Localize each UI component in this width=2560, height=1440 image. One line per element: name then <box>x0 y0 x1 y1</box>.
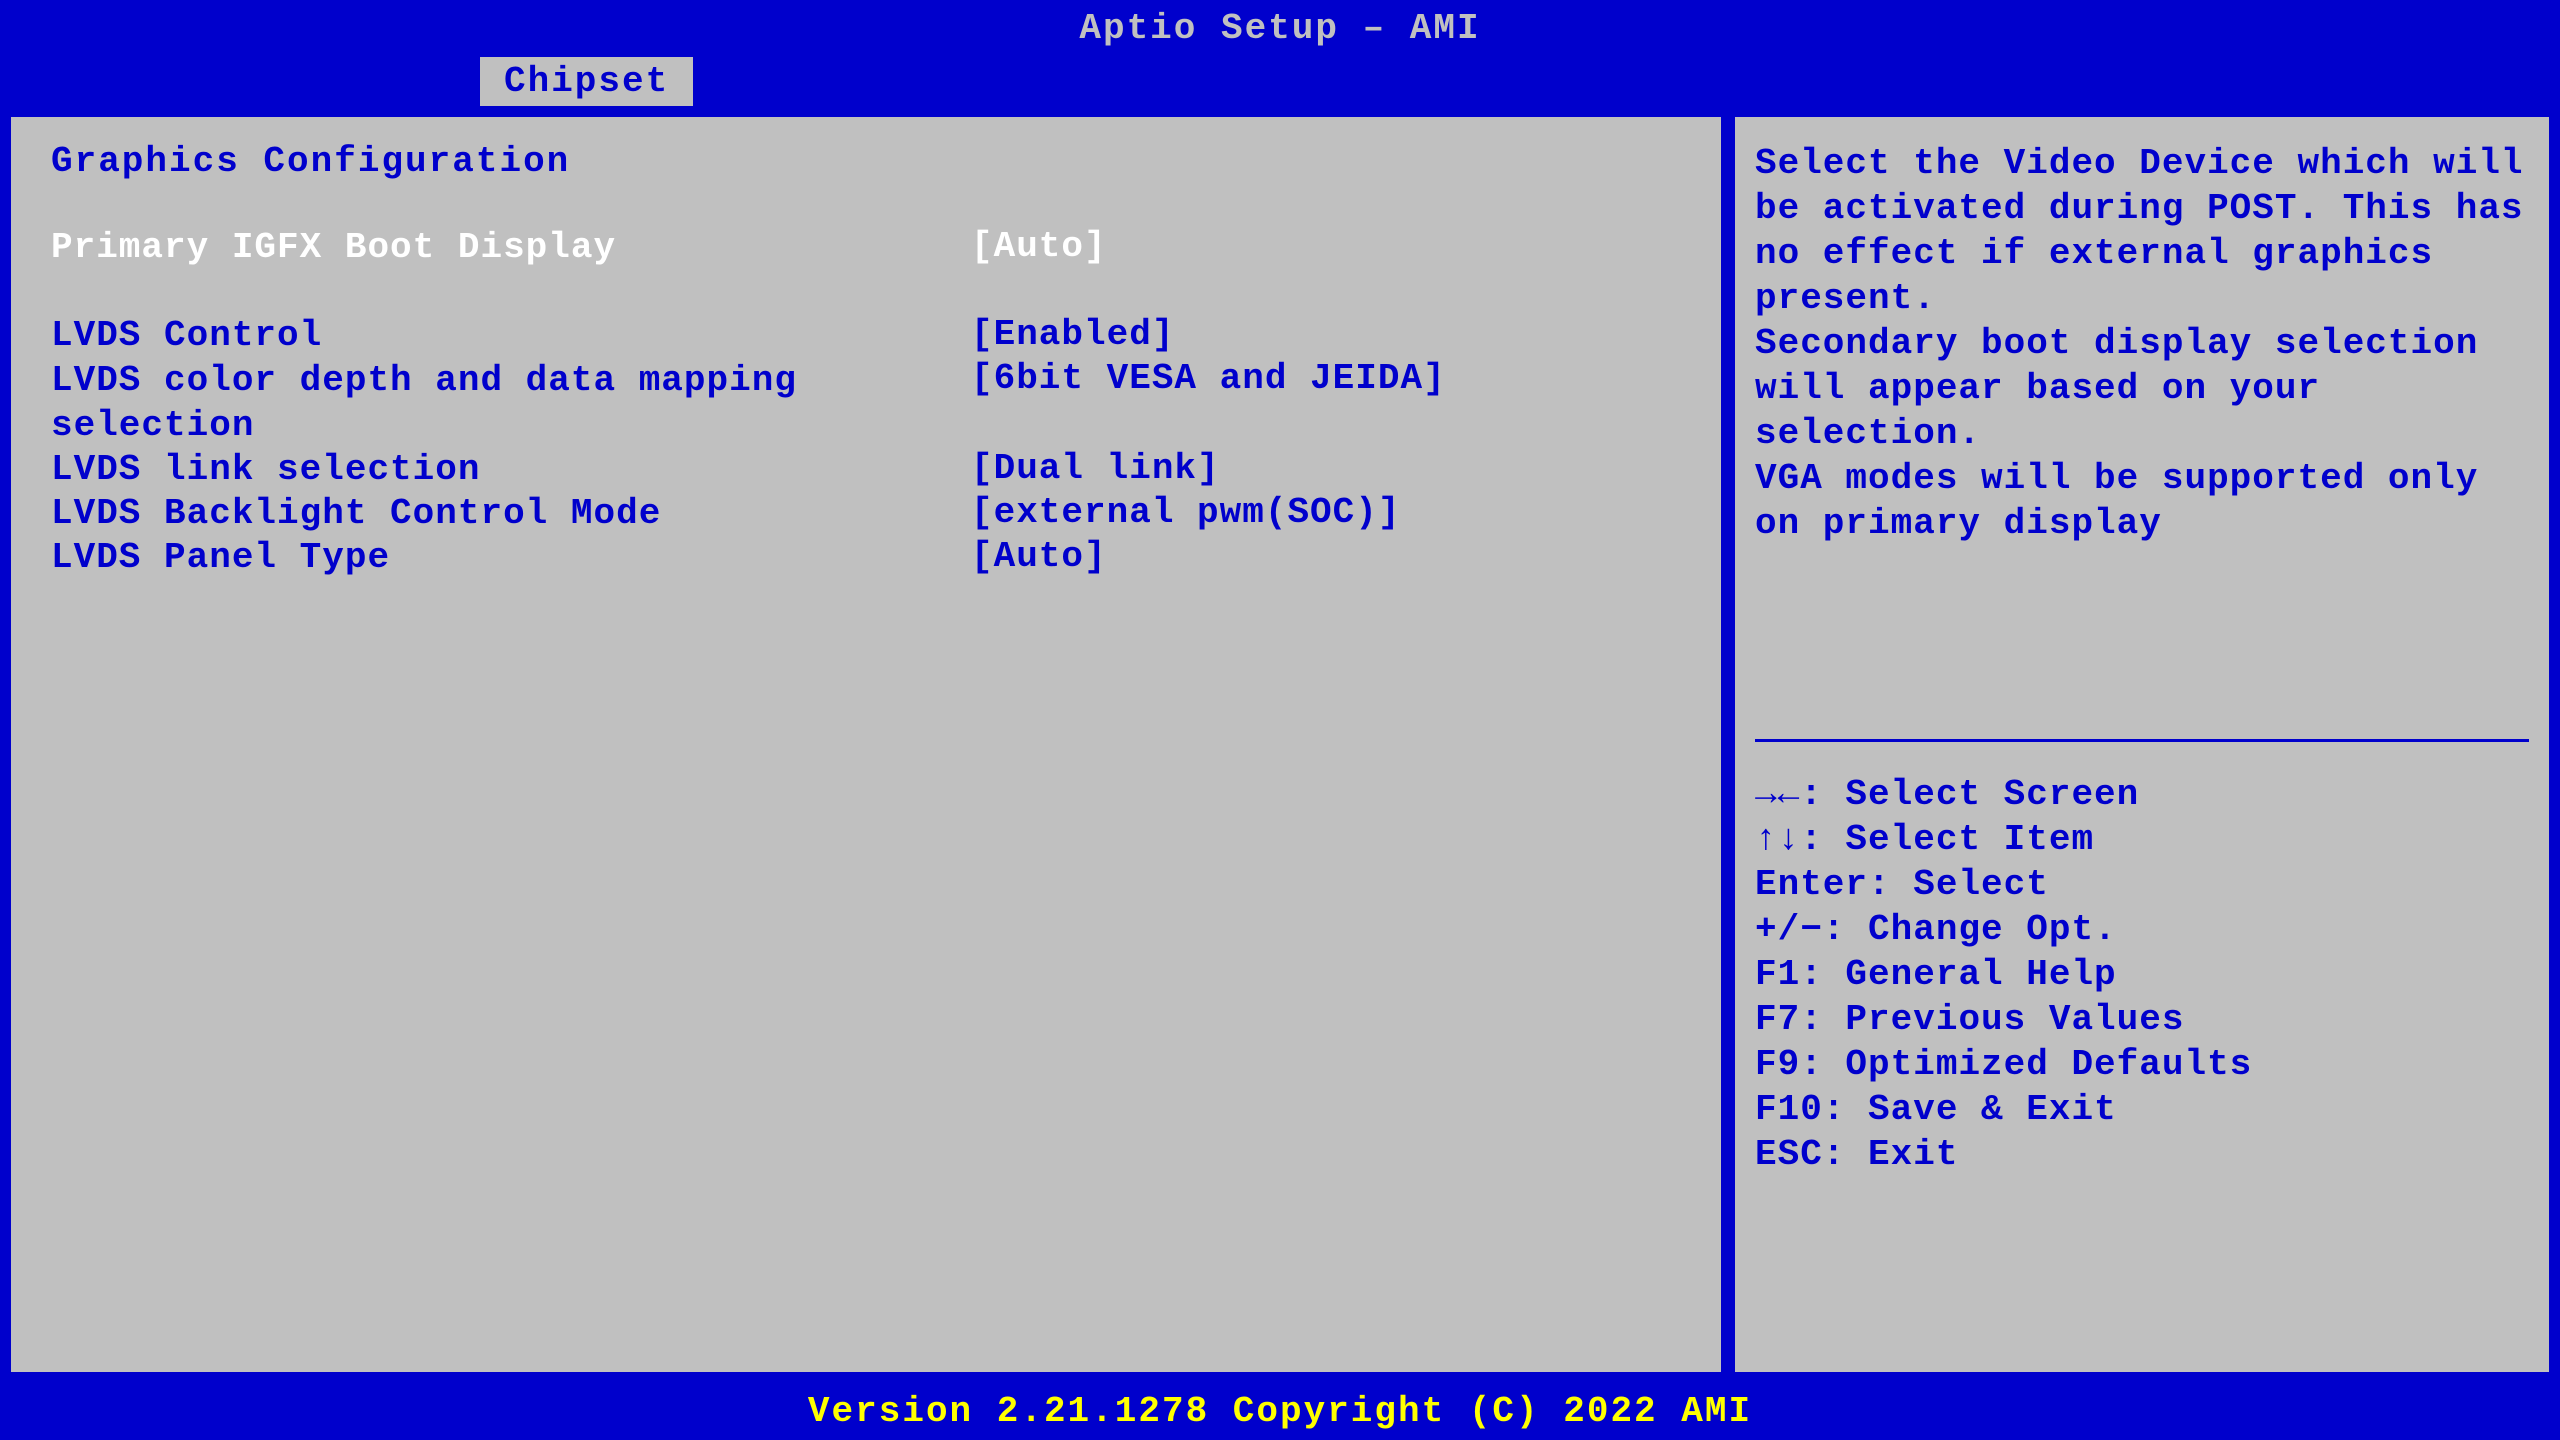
setting-row-lvds-panel[interactable]: LVDS Panel Type [Auto] <box>51 536 1681 580</box>
bios-header: Aptio Setup – AMI <box>0 0 2560 57</box>
setting-label: LVDS Control <box>51 314 971 357</box>
setting-value: [Dual link] <box>971 448 1220 489</box>
setting-label: Primary IGFX Boot Display <box>51 226 971 269</box>
setting-label: LVDS color depth and data mapping select… <box>51 358 971 448</box>
setting-row-primary-igfx[interactable]: Primary IGFX Boot Display [Auto] <box>51 226 1681 270</box>
setting-label: LVDS Backlight Control Mode <box>51 492 971 535</box>
key-row-defaults: F9: Optimized Defaults <box>1755 1042 2529 1087</box>
key-row-screen: →←: Select Screen <box>1755 772 2529 817</box>
setting-row-lvds-link[interactable]: LVDS link selection [Dual link] <box>51 448 1681 492</box>
bios-footer: Version 2.21.1278 Copyright (C) 2022 AMI <box>0 1383 2560 1440</box>
footer-text: Version 2.21.1278 Copyright (C) 2022 AMI <box>808 1391 1752 1432</box>
content-area: Graphics Configuration Primary IGFX Boot… <box>0 106 2560 1383</box>
main-panel: Graphics Configuration Primary IGFX Boot… <box>8 114 1724 1375</box>
setting-row-lvds-control[interactable]: LVDS Control [Enabled] <box>51 314 1681 358</box>
header-title: Aptio Setup – AMI <box>1079 8 1480 49</box>
setting-label: LVDS link selection <box>51 448 971 491</box>
setting-value: [Enabled] <box>971 314 1174 355</box>
key-row-change: +/−: Change Opt. <box>1755 907 2529 952</box>
setting-value: [Auto] <box>971 226 1107 267</box>
tab-chipset[interactable]: Chipset <box>480 57 693 106</box>
key-legend: →←: Select Screen ↑↓: Select Item Enter:… <box>1755 772 2529 1177</box>
setting-value: [6bit VESA and JEIDA] <box>971 358 1446 399</box>
key-row-previous: F7: Previous Values <box>1755 997 2529 1042</box>
section-title: Graphics Configuration <box>51 141 1681 182</box>
setting-row-lvds-color[interactable]: LVDS color depth and data mapping select… <box>51 358 1681 448</box>
help-divider <box>1755 739 2529 742</box>
help-text: Select the Video Device which will be ac… <box>1755 141 2529 546</box>
key-row-save: F10: Save & Exit <box>1755 1087 2529 1132</box>
key-row-select: Enter: Select <box>1755 862 2529 907</box>
setting-value: [external pwm(SOC)] <box>971 492 1400 533</box>
key-row-exit: ESC: Exit <box>1755 1132 2529 1177</box>
setting-label: LVDS Panel Type <box>51 536 971 579</box>
key-row-item: ↑↓: Select Item <box>1755 817 2529 862</box>
spacer <box>51 270 1681 314</box>
tab-bar: Chipset <box>0 57 2560 106</box>
setting-value: [Auto] <box>971 536 1107 577</box>
side-panel: Select the Video Device which will be ac… <box>1732 114 2552 1375</box>
setting-row-lvds-backlight[interactable]: LVDS Backlight Control Mode [external pw… <box>51 492 1681 536</box>
key-row-help: F1: General Help <box>1755 952 2529 997</box>
